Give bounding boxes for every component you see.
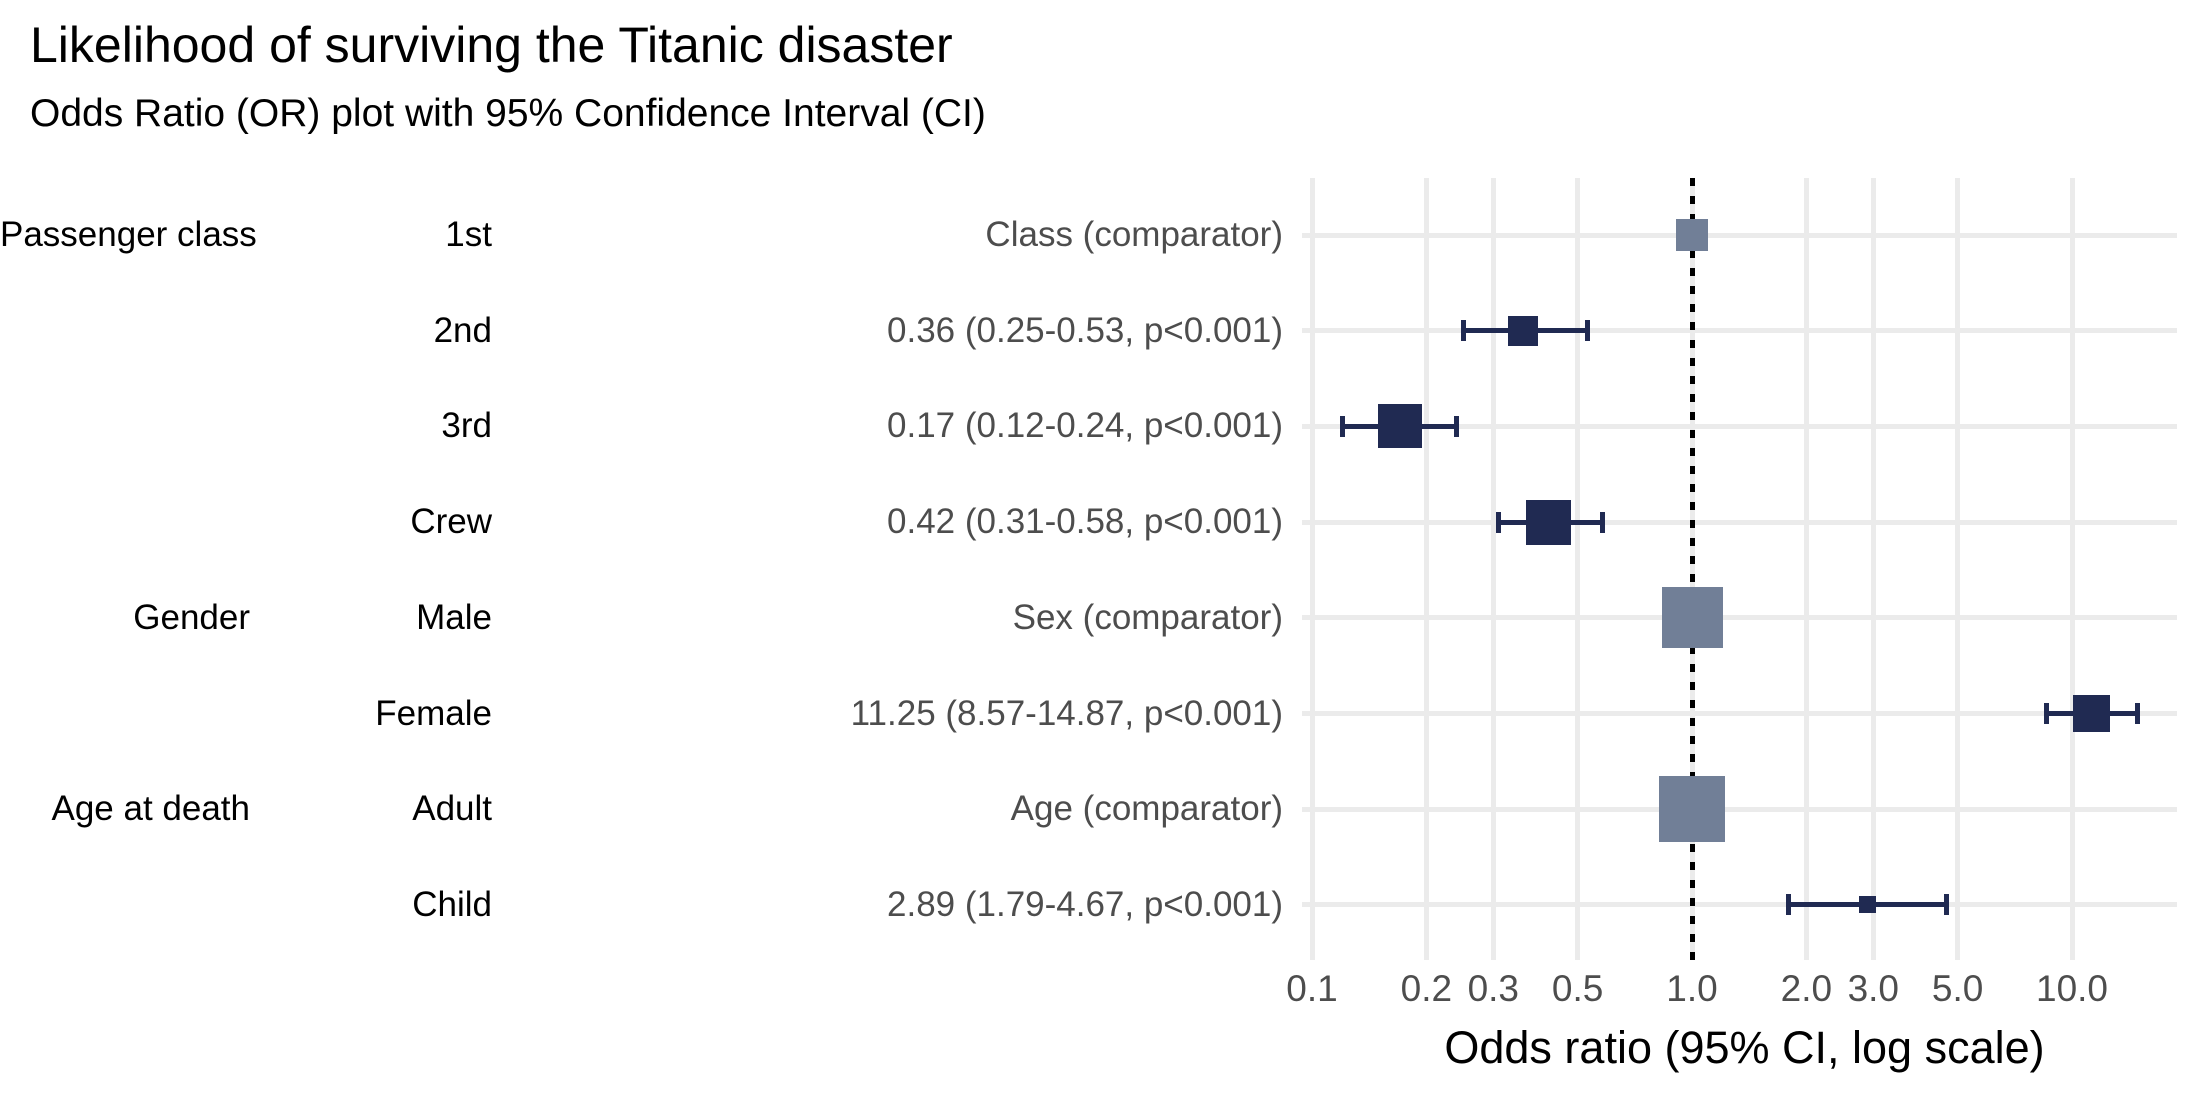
ci-cap-right [2134, 703, 2140, 724]
plot-panel [1302, 178, 2177, 960]
gridline-horizontal [1302, 615, 2177, 621]
ci-cap-left [1460, 320, 1466, 342]
reference-line [1690, 178, 1695, 960]
level-label: Crew [410, 502, 492, 542]
gridline-vertical [1423, 178, 1429, 960]
level-label: 1st [445, 215, 492, 254]
gridline-vertical [1955, 178, 1961, 960]
estimate-label: Sex (comparator) [1012, 597, 1283, 637]
estimate-square [1858, 896, 1876, 914]
gridline-horizontal [1302, 519, 2177, 525]
comparator-square [1661, 587, 1723, 649]
estimate-square [1377, 404, 1422, 449]
estimate-label: Age (comparator) [1010, 789, 1283, 829]
x-tick-label: 3.0 [1847, 968, 1900, 1009]
gridline-horizontal [1302, 423, 2177, 429]
ci-cap-left [1339, 415, 1345, 437]
ci-cap-left [2044, 703, 2050, 724]
x-tick-label: 0.2 [1400, 968, 1453, 1009]
x-tick-label: 0.1 [1286, 968, 1338, 1009]
estimate-label: 0.36 (0.25-0.53, p<0.001) [887, 310, 1283, 350]
ci-cap-right [1943, 894, 1949, 916]
x-tick-label: 2.0 [1780, 968, 1833, 1009]
chart-subtitle: Odds Ratio (OR) plot with 95% Confidence… [30, 92, 986, 135]
estimate-label: 0.17 (0.12-0.24, p<0.001) [887, 406, 1283, 446]
ci-cap-left [1496, 511, 1502, 533]
gridline-horizontal [1302, 328, 2177, 334]
gridline-vertical [1309, 178, 1315, 960]
x-axis-title: Odds ratio (95% CI, log scale) [1444, 1022, 2045, 1073]
level-label: 3rd [441, 406, 492, 446]
gridline-horizontal [1302, 232, 2177, 238]
ci-cap-right [1599, 511, 1605, 533]
estimate-square [2072, 695, 2110, 732]
level-label: Female [375, 693, 492, 733]
level-label: 2nd [433, 310, 492, 350]
x-tick-label: 0.5 [1551, 968, 1604, 1009]
comparator-square [1676, 219, 1708, 251]
level-label: Adult [412, 789, 492, 829]
x-tick-label: 5.0 [1931, 968, 1984, 1009]
group-label: Age at death [51, 789, 251, 829]
x-tick-label: 0.3 [1467, 968, 1520, 1009]
gridline-vertical [1490, 178, 1496, 960]
estimate-square [1526, 499, 1572, 545]
group-label: Gender [133, 597, 250, 637]
ci-cap-right [1584, 320, 1590, 342]
gridline-vertical [1575, 178, 1581, 960]
estimate-label: 0.42 (0.31-0.58, p<0.001) [887, 502, 1283, 542]
gridline-horizontal [1302, 902, 2177, 908]
gridline-horizontal [1302, 711, 2177, 716]
estimate-label: 11.25 (8.57-14.87, p<0.001) [850, 693, 1283, 733]
x-tick-label: 10.0 [2035, 968, 2109, 1009]
level-label: Child [412, 884, 492, 924]
x-tick-label: 1.0 [1666, 968, 1718, 1009]
level-label: Male [416, 597, 492, 637]
ci-cap-left [1785, 894, 1791, 916]
chart-title: Likelihood of surviving the Titanic disa… [30, 17, 953, 73]
gridline-vertical [1803, 178, 1809, 960]
gridline-vertical [2069, 178, 2075, 960]
gridline-horizontal [1302, 806, 2177, 812]
gridline-vertical [1870, 178, 1876, 960]
estimate-label: 2.89 (1.79-4.67, p<0.001) [887, 884, 1283, 924]
group-label: Passenger class [0, 215, 257, 254]
ci-cap-right [1453, 415, 1459, 437]
estimate-label: Class (comparator) [985, 215, 1283, 254]
estimate-square [1508, 315, 1539, 346]
comparator-square [1659, 776, 1725, 843]
